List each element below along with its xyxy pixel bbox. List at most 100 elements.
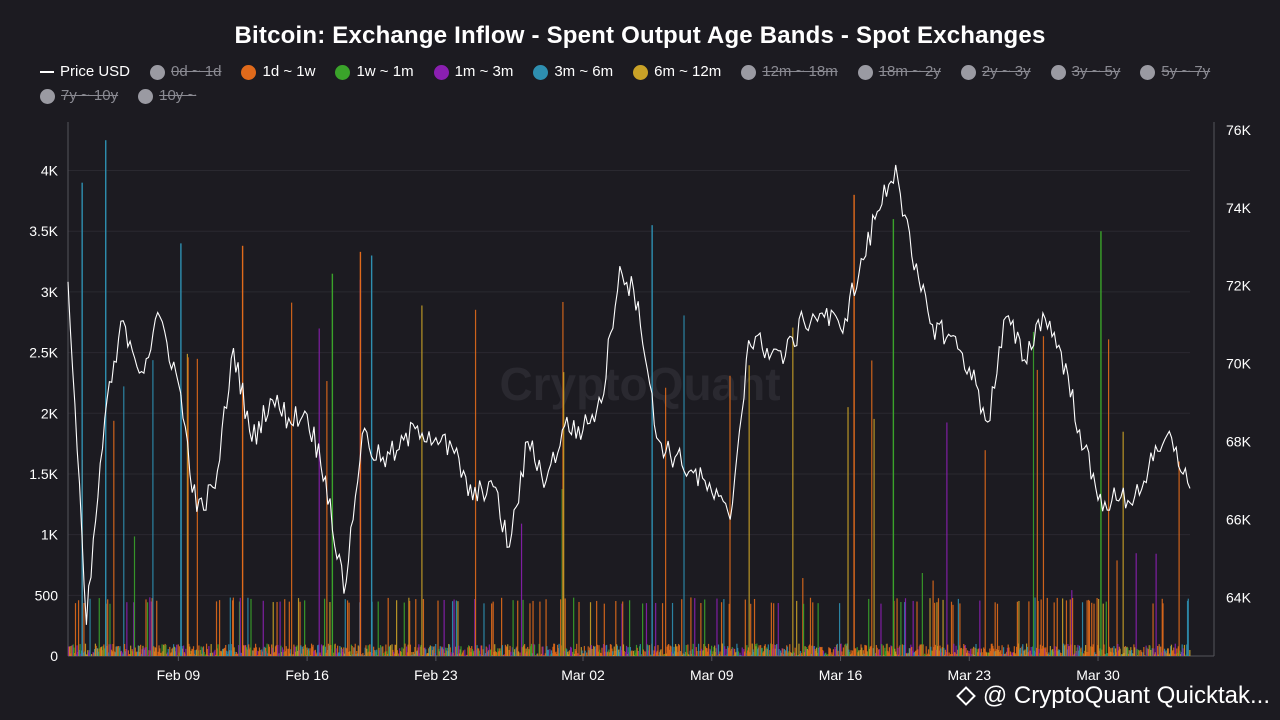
legend-item-7[interactable]: 12m ~ 18m	[741, 62, 838, 82]
inflow-bar	[99, 648, 101, 656]
inflow-bar	[461, 654, 463, 656]
inflow-bar	[524, 644, 526, 656]
inflow-bar	[1012, 652, 1014, 656]
inflow-bar	[479, 654, 481, 656]
x-tick-label: Mar 09	[690, 667, 734, 683]
inflow-bar	[1079, 648, 1081, 656]
x-tick-label: Feb 09	[157, 667, 201, 683]
inflow-bar	[558, 643, 560, 656]
inflow-bar	[1183, 653, 1185, 656]
inflow-bar	[306, 647, 308, 656]
legend-item-5[interactable]: 3m ~ 6m	[533, 62, 613, 82]
legend-item-10[interactable]: 3y ~ 5y	[1050, 62, 1120, 82]
inflow-bar	[770, 602, 772, 656]
inflow-bar	[602, 644, 605, 656]
legend-item-9[interactable]: 2y ~ 3y	[960, 62, 1031, 82]
inflow-bar	[494, 644, 496, 656]
y-left-tick-label: 0	[50, 648, 58, 664]
inflow-bar	[608, 649, 610, 656]
inflow-bar	[573, 653, 576, 656]
legend-label: 18m ~ 2y	[878, 63, 941, 80]
legend-item-4[interactable]: 1m ~ 3m	[433, 62, 513, 82]
inflow-bar	[358, 646, 360, 656]
inflow-bar	[204, 654, 206, 656]
inflow-bar	[228, 650, 231, 656]
inflow-bar	[368, 651, 370, 656]
inflow-bar	[1161, 598, 1163, 656]
legend-item-12[interactable]: 7y ~ 10y	[40, 86, 118, 106]
inflow-bar	[864, 644, 866, 656]
inflow-bar	[522, 599, 524, 656]
inflow-bar	[1150, 649, 1152, 656]
inflow-bar	[865, 645, 867, 656]
inflow-bar	[960, 647, 963, 656]
inflow-bar	[691, 649, 694, 656]
legend-label: 2y ~ 3y	[981, 63, 1031, 80]
inflow-bar	[235, 651, 238, 656]
inflow-bar	[97, 648, 99, 656]
inflow-bar	[835, 649, 837, 656]
inflow-bar	[845, 643, 847, 656]
inflow-bar	[405, 655, 407, 656]
legend-label: 10y ~	[159, 87, 197, 104]
inflow-bar	[710, 650, 712, 656]
inflow-bar	[333, 652, 335, 656]
inflow-bar	[786, 646, 789, 656]
inflow-bar	[803, 652, 805, 656]
legend-item-3[interactable]: 1w ~ 1m	[335, 62, 414, 82]
inflow-bar	[486, 647, 488, 656]
inflow-bar	[878, 649, 880, 656]
inflow-bar	[780, 652, 782, 656]
legend-item-6[interactable]: 6m ~ 12m	[633, 62, 721, 82]
inflow-bar	[861, 647, 863, 656]
inflow-bar	[1045, 652, 1048, 656]
inflow-bar	[681, 599, 683, 656]
inflow-bar	[104, 648, 106, 656]
inflow-bar	[898, 646, 900, 656]
inflow-bar	[711, 645, 713, 656]
inflow-bar	[471, 649, 474, 656]
inflow-bar	[625, 651, 627, 656]
inflow-bar	[1078, 650, 1080, 656]
inflow-bar	[677, 652, 679, 656]
inflow-bar	[252, 650, 254, 656]
inflow-bar	[255, 643, 257, 656]
inflow-bar	[357, 645, 359, 656]
legend-swatch	[150, 64, 166, 80]
inflow-bar	[1181, 644, 1183, 656]
inflow-bar	[638, 650, 640, 656]
inflow-bar	[137, 645, 139, 656]
inflow-bar	[786, 645, 788, 656]
legend-item-2[interactable]: 1d ~ 1w	[241, 62, 315, 82]
inflow-bar	[281, 647, 284, 656]
inflow-bar	[980, 648, 982, 656]
inflow-bar	[934, 602, 936, 656]
inflow-bar	[914, 651, 917, 656]
inflow-bar	[163, 645, 165, 656]
legend-item-11[interactable]: 5y ~ 7y	[1140, 62, 1210, 82]
inflow-bar	[163, 644, 165, 656]
inflow-bar	[1133, 644, 1135, 656]
legend-item-1[interactable]: 0d ~ 1d	[150, 62, 221, 82]
legend-swatch	[1050, 64, 1066, 80]
legend-item-0[interactable]: Price USD	[40, 62, 130, 82]
inflow-bar	[739, 652, 741, 656]
inflow-bar	[422, 655, 424, 656]
legend-item-8[interactable]: 18m ~ 2y	[857, 62, 941, 82]
inflow-bar	[185, 648, 187, 656]
inflow-bar	[1026, 646, 1028, 656]
inflow-bar	[535, 655, 537, 656]
inflow-bar	[974, 647, 976, 656]
inflow-bar	[1024, 649, 1026, 656]
inflow-bar	[825, 652, 827, 656]
inflow-bar	[766, 648, 769, 656]
inflow-bar	[528, 649, 530, 656]
inflow-spike-bar	[853, 194, 855, 656]
inflow-bar	[123, 386, 125, 656]
inflow-bar	[88, 650, 90, 656]
inflow-bar	[836, 643, 838, 656]
inflow-bar	[474, 598, 476, 656]
inflow-bar	[553, 643, 555, 656]
inflow-bar	[260, 654, 262, 656]
legend-item-13[interactable]: 10y ~	[138, 86, 196, 106]
